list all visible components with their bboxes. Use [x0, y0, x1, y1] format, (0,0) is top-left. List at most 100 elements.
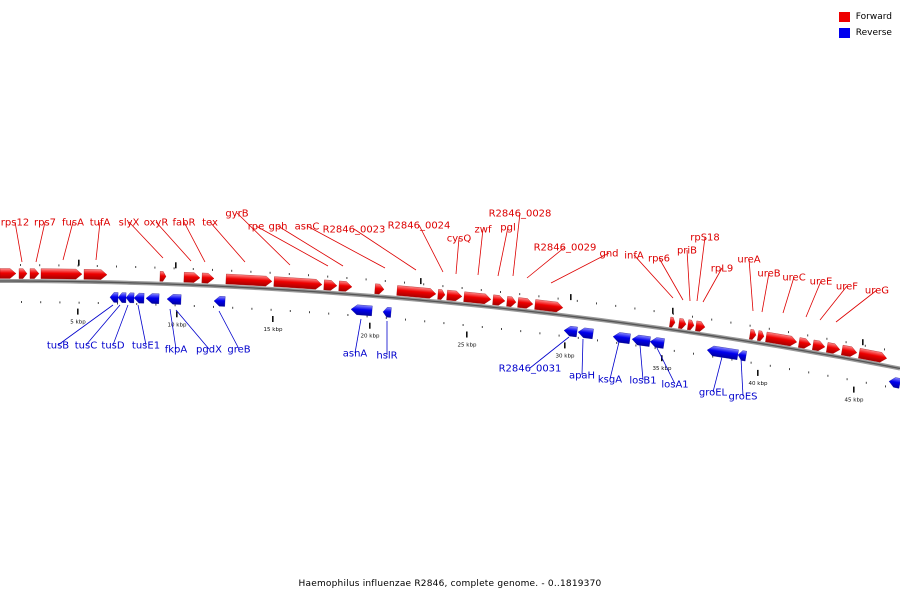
forward-gene[interactable] [463, 291, 492, 305]
forward-gene[interactable] [534, 299, 564, 313]
label-forward: R2846_0028 [489, 209, 552, 220]
label-forward: pgl [500, 223, 515, 234]
label-reverse-leader [712, 356, 723, 393]
reverse-gene[interactable] [706, 345, 739, 360]
dot-top [327, 275, 329, 278]
forward-gene[interactable] [669, 316, 676, 328]
label-forward-leader [14, 221, 23, 263]
dot-top [192, 268, 194, 270]
forward-gene[interactable] [798, 337, 812, 350]
label-forward-leader [497, 226, 509, 277]
forward-gene[interactable] [446, 289, 463, 302]
scale-label: 40 kbp [749, 381, 768, 387]
forward-gene[interactable] [201, 272, 215, 284]
forward-gene[interactable] [40, 268, 83, 280]
forward-gene[interactable] [841, 344, 858, 358]
label-forward: ureA [737, 255, 760, 266]
major-tick-top [672, 307, 674, 314]
forward-gene[interactable] [396, 285, 437, 299]
label-forward-leader [761, 272, 770, 313]
dot-top [231, 269, 233, 272]
scale-tick [369, 322, 371, 329]
reverse-gene[interactable] [109, 292, 119, 303]
label-forward: gnd [599, 249, 618, 260]
reverse-gene[interactable] [888, 376, 900, 389]
dot-bottom [424, 320, 426, 323]
reverse-gene[interactable] [577, 327, 594, 340]
forward-gene[interactable] [695, 320, 706, 332]
dot-top [711, 318, 713, 321]
reverse-gene[interactable] [737, 350, 747, 362]
forward-gene[interactable] [0, 268, 17, 279]
legend-reverse[interactable]: Reverse [838, 25, 892, 41]
reverse-swatch [838, 28, 850, 38]
forward-gene[interactable] [437, 289, 446, 300]
forward-gene[interactable] [18, 268, 28, 279]
reverse-gene[interactable] [117, 292, 127, 303]
dot-top [596, 302, 597, 305]
forward-gene[interactable] [517, 297, 534, 309]
dot-top [864, 344, 866, 347]
major-tick-top [862, 339, 864, 346]
label-forward: priB [677, 246, 697, 257]
label-reverse: apaH [569, 371, 595, 382]
dot-top [653, 310, 655, 313]
reverse-gene[interactable] [563, 325, 578, 338]
forward-gene[interactable] [29, 268, 40, 279]
forward-gene[interactable] [812, 339, 826, 352]
forward-gene[interactable] [506, 296, 517, 307]
dot-top [519, 293, 521, 296]
forward-gene[interactable] [687, 319, 695, 331]
dot-top [135, 266, 137, 268]
label-reverse-leader [639, 344, 644, 381]
scale-tick [176, 311, 178, 318]
reverse-gene[interactable] [350, 304, 373, 317]
label-forward-leader [455, 237, 460, 275]
forward-gene[interactable] [338, 280, 353, 292]
reverse-gene[interactable] [631, 334, 651, 347]
scale-tick [564, 342, 566, 349]
reverse-gene[interactable] [612, 332, 631, 344]
forward-gene[interactable] [826, 342, 841, 354]
dot-top [538, 295, 540, 298]
forward-gene[interactable] [83, 269, 108, 280]
label-forward: gph [268, 222, 287, 233]
forward-gene[interactable] [765, 331, 798, 347]
label-forward: rpL9 [711, 264, 733, 275]
reverse-gene[interactable] [649, 337, 665, 349]
label-forward: R2846_0024 [388, 221, 451, 232]
label-forward: rpS18 [690, 233, 720, 244]
forward-gene[interactable] [749, 329, 757, 340]
forward-gene[interactable] [273, 276, 323, 290]
forward-gene[interactable] [159, 271, 167, 282]
label-forward-leader [696, 236, 706, 302]
forward-gene[interactable] [225, 273, 273, 287]
label-forward: cysQ [447, 234, 472, 245]
label-forward-leader [128, 221, 164, 259]
scale-label: 20 kbp [361, 334, 380, 340]
dot-bottom [328, 312, 330, 315]
reverse-gene[interactable] [382, 307, 392, 318]
forward-gene[interactable] [374, 283, 385, 295]
forward-gene[interactable] [492, 294, 506, 306]
reverse-gene[interactable] [213, 296, 226, 307]
reverse-gene[interactable] [145, 293, 160, 304]
forward-gene[interactable] [678, 318, 687, 329]
dot-top [58, 264, 60, 267]
label-forward: ureB [757, 269, 780, 280]
label-forward-leader [306, 225, 386, 269]
reverse-gene[interactable] [166, 294, 182, 305]
forward-gene[interactable] [323, 279, 338, 291]
forward-gene[interactable] [183, 272, 201, 283]
forward-gene[interactable] [757, 330, 765, 342]
label-reverse-leader [740, 357, 744, 397]
forward-gene[interactable] [858, 348, 887, 363]
reverse-gene[interactable] [125, 292, 135, 304]
legend-forward[interactable]: Forward [838, 9, 892, 25]
reverse-gene[interactable] [133, 292, 145, 304]
forward-swatch [838, 12, 850, 22]
dot-bottom [174, 304, 176, 307]
label-reverse-leader [137, 304, 147, 346]
